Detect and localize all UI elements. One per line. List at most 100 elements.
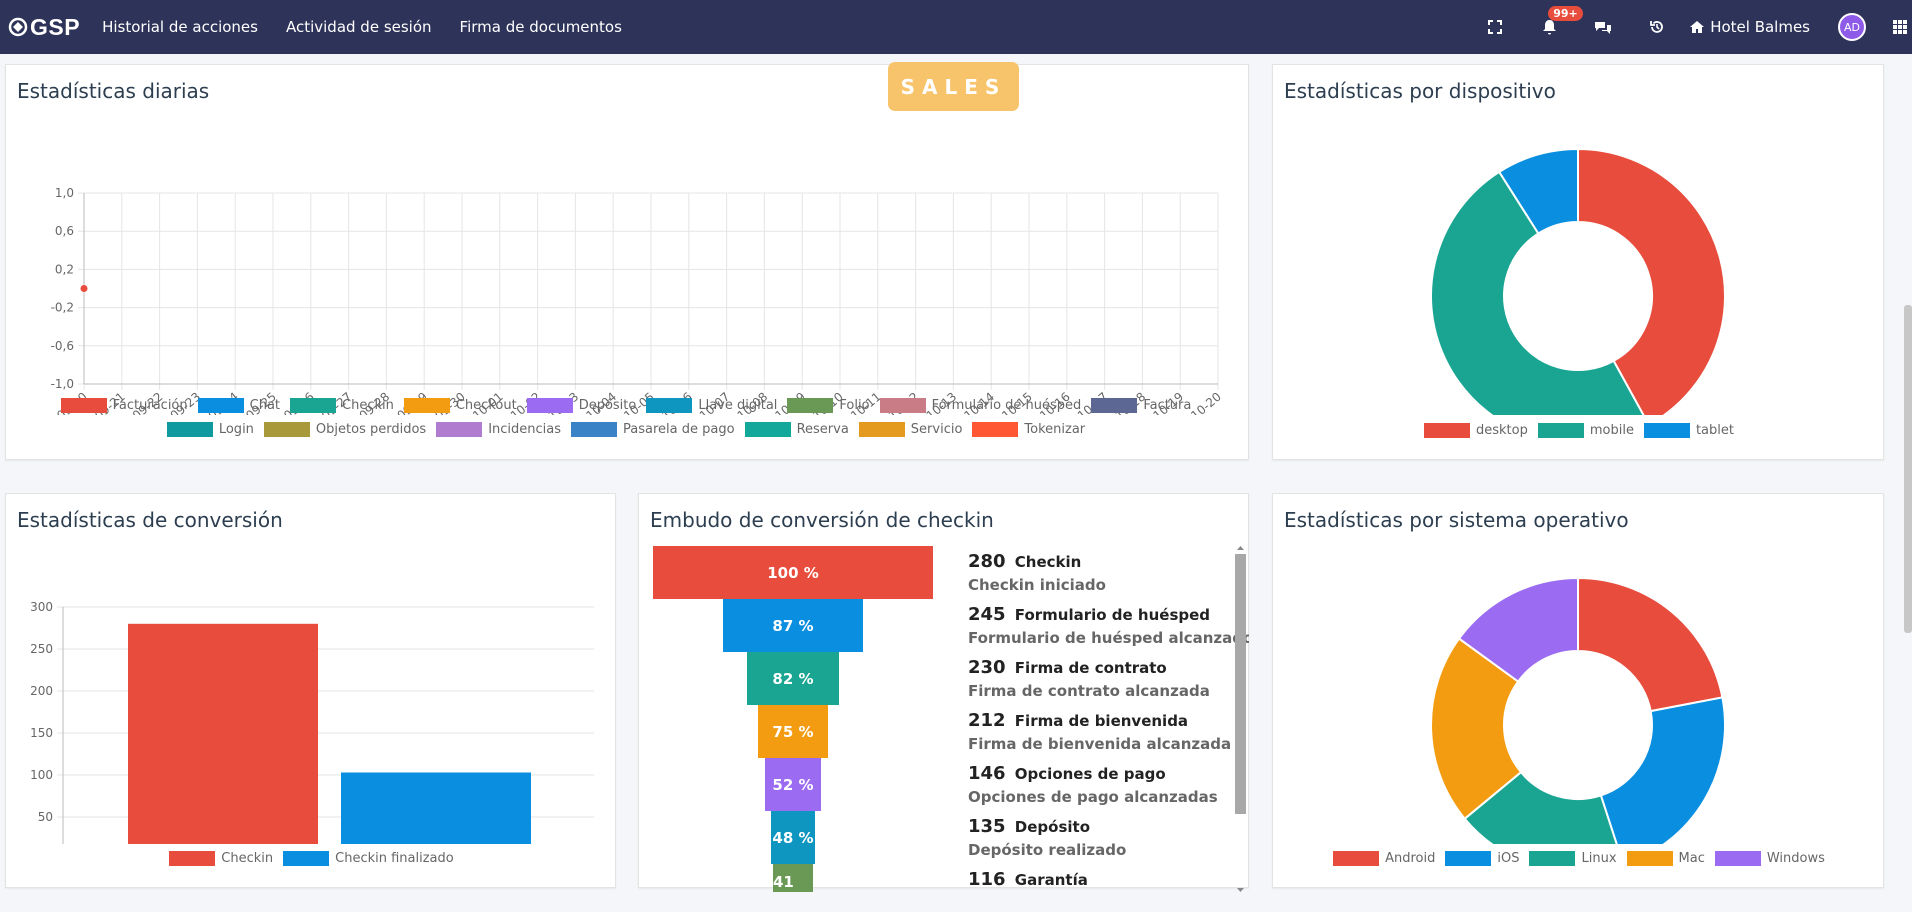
funnel-count: 230 [968, 657, 1006, 678]
y-tick-label: 50 [38, 810, 53, 824]
legend-label: desktop [1476, 422, 1528, 438]
legend-swatch [60, 397, 107, 413]
brand-logo[interactable]: GSP [8, 14, 80, 41]
device-legend-item[interactable]: desktop [1424, 418, 1528, 442]
os-legend-item[interactable]: Android [1333, 846, 1435, 870]
os-legend-item[interactable]: Windows [1714, 846, 1825, 870]
sales-button[interactable]: SALES [888, 62, 1019, 111]
os-legend-item[interactable]: Mac [1626, 846, 1705, 870]
scroll-down-icon[interactable] [1235, 886, 1246, 894]
y-tick-label: -1,0 [51, 377, 74, 391]
y-tick-label: -0,6 [51, 339, 74, 353]
nav-link-action-history[interactable]: Historial de acciones [102, 18, 258, 36]
apps-grid-icon[interactable] [1890, 17, 1910, 37]
funnel-step-name: Firma de bienvenida [1009, 712, 1189, 730]
funnel-bar[interactable]: 41 % [773, 864, 813, 892]
legend-swatch [403, 397, 450, 413]
os-donut-chart[interactable] [1273, 544, 1885, 844]
y-tick-label: -0,2 [51, 301, 74, 315]
funnel-step-text: 116 Garantía [968, 869, 1088, 890]
daily-legend-item[interactable]: Tokenizar [972, 417, 1085, 441]
scroll-up-icon[interactable] [1235, 544, 1246, 552]
device-legend-item[interactable]: tablet [1643, 418, 1734, 442]
legend-label: Checkout [455, 397, 517, 413]
donut-slice-android [1577, 576, 1724, 713]
daily-legend-item[interactable]: Chat [197, 393, 280, 417]
device-donut-chart[interactable] [1273, 115, 1885, 415]
data-point [80, 285, 88, 292]
conversion-bar-chart[interactable]: 050100150200250300 [6, 544, 617, 844]
fullscreen-icon[interactable] [1485, 17, 1505, 37]
funnel-scroll-thumb[interactable] [1235, 554, 1246, 814]
legend-label: iOS [1497, 850, 1520, 866]
chat-icon[interactable] [1593, 17, 1613, 37]
funnel-list[interactable]: 100 % 280 Checkin Checkin iniciado 87 % 245 … [651, 546, 1249, 892]
daily-legend-item[interactable]: Incidencias [436, 417, 561, 441]
legend-swatch [263, 421, 310, 437]
os-legend-item[interactable]: Linux [1529, 846, 1617, 870]
legend-label: Login [218, 421, 254, 437]
funnel-count: 212 [968, 710, 1006, 731]
funnel-bar[interactable]: 87 % [723, 599, 863, 652]
daily-legend-item[interactable]: Objetos perdidos [263, 417, 426, 441]
funnel-count: 116 [968, 869, 1006, 890]
user-avatar[interactable]: AD [1838, 13, 1866, 41]
legend-label: tablet [1695, 422, 1734, 438]
legend-label: Linux [1581, 850, 1617, 866]
device-legend-item[interactable]: mobile [1537, 418, 1634, 442]
funnel-bar[interactable]: 82 % [746, 652, 840, 705]
legend-label: Formulario de huésped [931, 397, 1082, 413]
bar-checkin [128, 623, 318, 844]
y-tick-label: 200 [30, 684, 53, 698]
funnel-step-subtitle: Opciones de pago alcanzadas [968, 788, 1218, 806]
legend-swatch [1643, 422, 1690, 438]
nav-link-document-signing[interactable]: Firma de documentos [459, 18, 622, 36]
hotel-name: Hotel Balmes [1710, 18, 1810, 36]
legend-swatch [1424, 422, 1470, 438]
funnel-step-subtitle: Formulario de huésped alcanzado [968, 629, 1249, 647]
daily-legend-item[interactable]: Checkin [290, 393, 394, 417]
conversion-legend-item[interactable]: Checkin [169, 846, 273, 870]
notifications-bell-icon[interactable]: 99+ [1539, 6, 1583, 37]
os-stats-title: Estadísticas por sistema operativo [1284, 508, 1629, 532]
funnel-step-text: 146 Opciones de pago Opciones de pago alc… [968, 763, 1218, 806]
daily-legend-item[interactable]: Pasarela de pago [571, 417, 735, 441]
daily-legend-item[interactable]: Facturación [60, 393, 188, 417]
donut-slice-ios [1599, 696, 1726, 844]
funnel-bar[interactable]: 48 % [770, 811, 816, 864]
daily-legend-item[interactable]: Llave digital [646, 393, 777, 417]
legend-swatch [1714, 850, 1761, 866]
legend-swatch [436, 421, 483, 437]
legend-swatch [571, 421, 618, 437]
nav-link-session-activity[interactable]: Actividad de sesión [285, 18, 432, 36]
page-scrollbar[interactable] [1904, 305, 1912, 633]
legend-swatch [1626, 850, 1673, 866]
legend-label: Servicio [910, 421, 963, 437]
os-legend-item[interactable]: iOS [1445, 846, 1519, 870]
legend-swatch [646, 397, 693, 413]
funnel-percent: 82 % [772, 669, 814, 688]
daily-legend-item[interactable]: Depósito [526, 393, 636, 417]
legend-label: mobile [1589, 422, 1634, 438]
legend-label: Checkin finalizado [335, 850, 454, 866]
funnel-step-text: 135 Depósito Depósito realizado [968, 816, 1126, 859]
legend-swatch [787, 397, 834, 413]
conversion-stats-card: Estadísticas de conversión 0501001502002… [5, 493, 616, 888]
conversion-legend-item[interactable]: Checkin finalizado [283, 846, 454, 870]
funnel-bar[interactable]: 75 % [758, 705, 828, 758]
funnel-step-name: Formulario de huésped [1009, 606, 1211, 624]
daily-legend-item[interactable]: Reserva [744, 417, 849, 441]
funnel-scrollbar[interactable] [1235, 546, 1246, 896]
daily-legend-item[interactable]: Folio [787, 393, 870, 417]
daily-legend-item[interactable]: Servicio [858, 417, 963, 441]
funnel-bar[interactable]: 52 % [765, 758, 821, 811]
daily-legend-item[interactable]: Formulario de huésped [879, 393, 1082, 417]
daily-line-chart[interactable]: 1,00,60,2-0,2-0,6-1,02024-09-202024-09-2… [6, 115, 1250, 415]
history-icon[interactable] [1647, 17, 1667, 37]
funnel-bar[interactable]: 100 % [653, 546, 933, 599]
legend-swatch [169, 850, 216, 866]
daily-legend-item[interactable]: Factura [1091, 393, 1191, 417]
hotel-selector[interactable]: Hotel Balmes [1689, 18, 1810, 36]
daily-legend-item[interactable]: Login [166, 417, 254, 441]
daily-legend-item[interactable]: Checkout [403, 393, 517, 417]
